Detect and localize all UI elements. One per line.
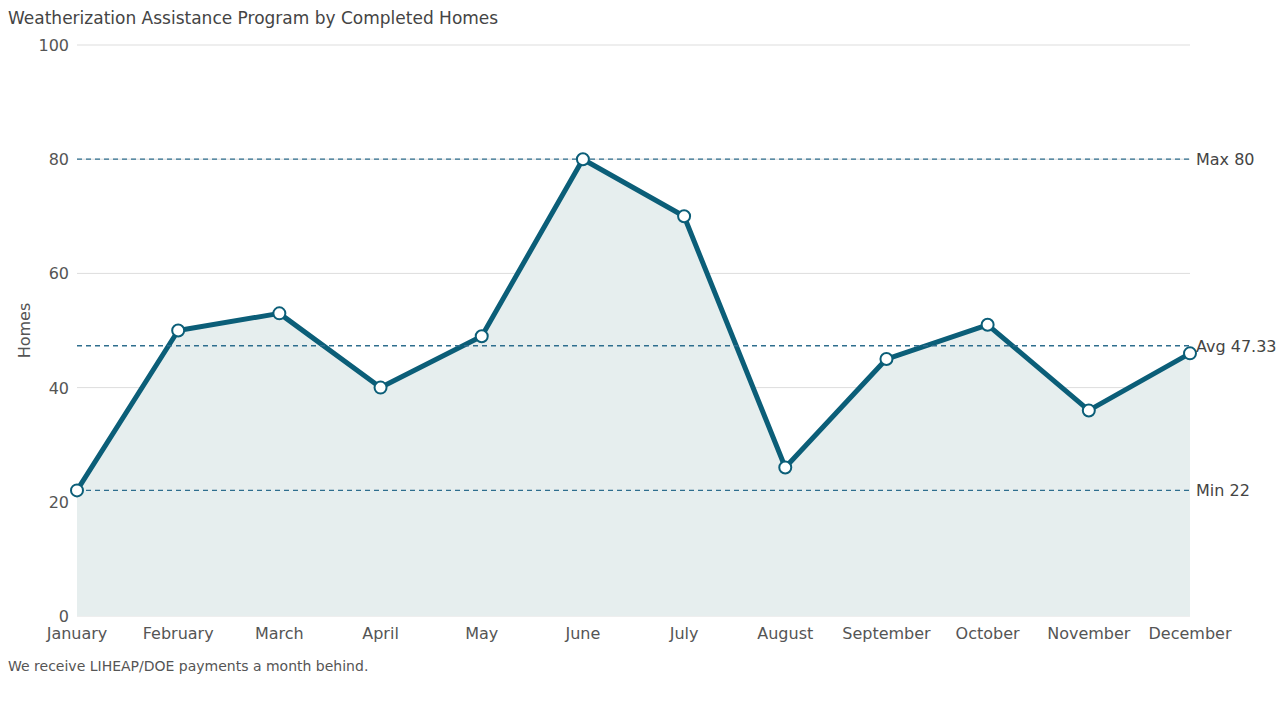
data-point [1083, 404, 1095, 416]
y-tick-label: 60 [49, 264, 69, 283]
reference-label: Min 22 [1196, 481, 1250, 500]
x-tick-label: May [465, 624, 498, 643]
reference-label: Avg 47.33 [1196, 337, 1277, 356]
data-point [678, 210, 690, 222]
plot-area [71, 153, 1196, 616]
data-point [375, 382, 387, 394]
reference-lines: Max 80 Avg 47.33 Min 22 [1196, 150, 1277, 500]
x-tick-label: March [255, 624, 304, 643]
data-point [982, 319, 994, 331]
x-tick-label: January [46, 624, 108, 643]
data-point [273, 307, 285, 319]
area-fill [77, 159, 1190, 616]
data-point [1184, 347, 1196, 359]
data-point [880, 353, 892, 365]
x-tick-label: December [1149, 624, 1232, 643]
y-tick-label: 40 [49, 379, 69, 398]
footnote: We receive LIHEAP/DOE payments a month b… [8, 658, 368, 674]
y-axis-label: Homes [15, 303, 34, 359]
reference-line [77, 490, 1190, 491]
x-tick-label: June [564, 624, 600, 643]
y-tick-label: 20 [49, 493, 69, 512]
x-tick-label: August [757, 624, 813, 643]
data-point [172, 325, 184, 337]
chart-container: Weatherization Assistance Program by Com… [0, 0, 1285, 727]
data-point [779, 462, 791, 474]
x-tick-label: July [669, 624, 699, 643]
reference-label: Max 80 [1196, 150, 1255, 169]
data-point [476, 330, 488, 342]
chart-svg: Weatherization Assistance Program by Com… [0, 0, 1285, 727]
data-point [577, 153, 589, 165]
y-tick-label: 80 [49, 150, 69, 169]
grid-line [77, 159, 1190, 160]
grid-line [77, 45, 1190, 46]
chart-title: Weatherization Assistance Program by Com… [8, 8, 498, 28]
reference-line [77, 345, 1190, 346]
x-tick-label: November [1047, 624, 1131, 643]
data-line [77, 159, 1190, 490]
y-tick-label: 100 [38, 36, 69, 55]
reference-line [77, 159, 1190, 160]
x-tick-label: April [362, 624, 399, 643]
x-tick-label: October [956, 624, 1020, 643]
data-point [71, 484, 83, 496]
x-tick-label: February [143, 624, 214, 643]
x-tick-label: September [842, 624, 931, 643]
